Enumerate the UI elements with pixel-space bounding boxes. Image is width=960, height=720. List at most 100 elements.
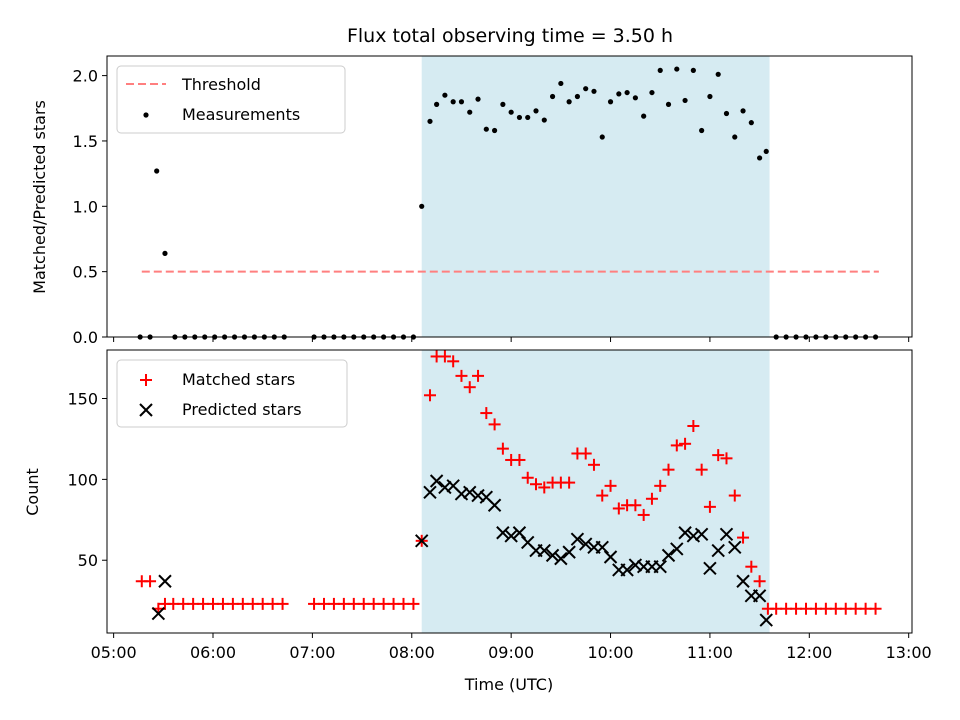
bottom-panel: 50 100 150 05:00 06:00 07:00 08:00 09:00 10:00 1…: [23, 349, 932, 694]
predicted-star-marker: [423, 485, 437, 500]
matched-star-marker: [745, 560, 758, 573]
predicted-star-marker: [711, 543, 725, 558]
bottom-x-ticks: 05:00 06:00 07:00 08:00 09:00 10:00 11:00 12:00…: [91, 633, 932, 662]
top-legend-box: [116, 65, 346, 134]
predicted-star-marker: [463, 485, 477, 500]
bottom-x-tick-label: 09:00: [488, 643, 534, 662]
measurement-point: [500, 101, 506, 107]
matched-star-marker: [695, 463, 708, 476]
measurement-point: [632, 95, 638, 101]
matched-star-marker: [472, 369, 485, 382]
matched-star-marker: [612, 502, 625, 515]
matched-star-marker: [737, 531, 750, 544]
matched-star-marker: [563, 476, 576, 489]
measurement-point: [715, 71, 721, 77]
bottom-x-tick-label: 10:00: [587, 643, 633, 662]
bottom-x-tick-label: 11:00: [687, 643, 733, 662]
bottom-x-tick-label: 12:00: [786, 643, 832, 662]
top-y-tick-label: 0.0: [73, 328, 98, 347]
top-y-tick-label: 1.0: [73, 197, 98, 216]
measurement-point: [665, 101, 672, 107]
matched-star-marker: [654, 479, 667, 492]
top-x-ticks: [113, 337, 910, 342]
matched-star-marker: [587, 458, 600, 471]
bottom-x-tick-label: 13:00: [886, 643, 932, 662]
measurement-point: [748, 120, 754, 126]
top-y-tick-label: 0.5: [73, 263, 98, 282]
measurement-point: [491, 127, 498, 134]
predicted-star-marker: [694, 527, 709, 542]
measurement-point: [599, 134, 605, 140]
matched-star-marker: [637, 508, 650, 521]
predicted-star-marker: [678, 526, 692, 540]
measurement-point: [434, 101, 440, 107]
matched-star-marker: [596, 489, 609, 502]
predicted-star-marker: [595, 540, 609, 554]
matched-star-marker: [407, 597, 420, 610]
predicted-star-marker: [578, 537, 593, 551]
measurement-point: [574, 93, 581, 100]
measurement-point: [607, 99, 614, 105]
matched-star-marker: [480, 407, 493, 420]
matched-star-marker: [496, 442, 509, 455]
matched-star-marker: [538, 481, 551, 494]
predicted-star-marker: [736, 574, 750, 588]
top-panel: 0.00.51.01.52.0 Matched/Predicted stars …: [30, 55, 913, 347]
measurement-point: [649, 89, 655, 96]
matched-star-marker: [720, 452, 733, 465]
predicted-star-marker: [429, 474, 444, 488]
measurement-point: [458, 99, 465, 105]
predicted-star-marker: [545, 548, 560, 563]
bottom-x-tick-label: 06:00: [190, 643, 236, 662]
measurement-point: [483, 126, 489, 132]
measurement-point: [450, 99, 456, 105]
measurement-point: [533, 108, 539, 114]
predicted-star-marker: [415, 534, 429, 548]
legend-matched-label: Matched stars: [182, 370, 295, 389]
legend-measurements-swatch: [143, 112, 149, 118]
measurement-point: [467, 109, 473, 115]
bottom-y-tick-label: 100: [67, 470, 98, 489]
matched-star-marker: [869, 602, 882, 615]
measurement-point: [583, 86, 589, 92]
legend-predicted-label: Predicted stars: [182, 400, 302, 419]
predicted-star-marker: [537, 543, 551, 558]
measurement-point: [641, 113, 647, 119]
matched-star-marker: [423, 389, 436, 402]
measurement-point: [690, 67, 696, 73]
predicted-star-marker: [496, 526, 510, 540]
bottom-x-tick-label: 05:00: [91, 643, 137, 662]
measurement-point: [763, 148, 769, 155]
top-shaded-region: [421, 56, 770, 337]
bottom-plot-area: [135, 350, 882, 627]
measurement-point: [541, 117, 547, 123]
top-y-tick-label: 2.0: [73, 67, 98, 86]
top-y-tick-label: 1.5: [73, 132, 98, 151]
top-legend: Threshold Measurements: [116, 65, 346, 134]
measurement-point: [682, 97, 688, 104]
predicted-star-marker: [570, 532, 585, 546]
measurement-point: [674, 66, 680, 72]
matched-star-marker: [629, 499, 642, 512]
measurement-point: [549, 93, 556, 100]
matched-star-marker: [604, 479, 617, 492]
measurement-point: [154, 168, 160, 174]
legend-predicted-swatch: [139, 403, 153, 417]
matched-star-marker: [455, 369, 468, 382]
predicted-star-marker: [661, 548, 676, 563]
measurement-point: [757, 155, 763, 161]
measurement-point: [516, 114, 523, 121]
predicted-star-marker: [759, 613, 773, 627]
bottom-legend-box: [116, 359, 348, 428]
top-axes-frame: [106, 55, 913, 338]
measurement-point: [707, 93, 713, 100]
matched-star-marker: [447, 355, 460, 368]
measurement-point: [591, 88, 597, 94]
matched-star-marker: [438, 350, 451, 363]
top-y-axis-label: Matched/Predicted stars: [30, 100, 49, 294]
measurement-point: [566, 99, 572, 105]
bottom-y-axis-label: Count: [23, 468, 42, 516]
predicted-star-marker: [151, 606, 166, 621]
bottom-axes-frame: [106, 349, 913, 634]
measurement-point: [624, 89, 630, 96]
